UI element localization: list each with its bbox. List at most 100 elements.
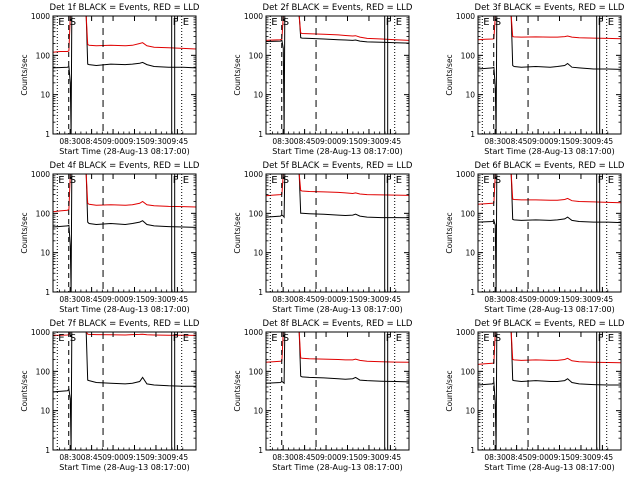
y-tick-label: 10 xyxy=(465,249,475,258)
plot-frame xyxy=(52,331,197,451)
y-tick-label: 1000 xyxy=(456,170,475,179)
y-axis-label: Counts/sec xyxy=(233,54,242,95)
time-marker-label: S xyxy=(283,333,289,344)
time-marker-label: F xyxy=(598,333,604,344)
chart-title: Det 8f BLACK = Events, RED = LLD xyxy=(263,319,413,329)
time-marker-label: F xyxy=(386,17,392,28)
plot-frame xyxy=(477,173,622,293)
time-marker-label: F xyxy=(598,17,604,28)
events-series-line xyxy=(477,173,622,293)
x-tick-label: 08:30 xyxy=(59,453,81,462)
time-marker-label: E xyxy=(271,333,277,344)
plot-frame xyxy=(265,173,410,293)
y-tick-label: 100 xyxy=(249,367,264,376)
x-tick-label: 09:45 xyxy=(167,137,189,146)
x-tick-label: 09:00 xyxy=(527,453,549,462)
x-tick-label: 09:15 xyxy=(549,137,571,146)
plot-frame xyxy=(265,331,410,451)
y-tick-label: 100 xyxy=(461,51,476,60)
x-tick-label: 08:30 xyxy=(484,137,506,146)
time-marker-label: E xyxy=(483,333,489,344)
chart-title: Det 7f BLACK = Events, RED = LLD xyxy=(50,319,200,329)
time-marker-label: E xyxy=(396,17,402,28)
x-tick-label: 09:15 xyxy=(337,295,359,304)
x-tick-label: 09:15 xyxy=(337,137,359,146)
time-marker-label: E xyxy=(271,175,277,186)
time-marker-label: E xyxy=(58,333,64,344)
time-marker-label: E xyxy=(58,17,64,28)
plot-frame xyxy=(265,15,410,135)
y-axis-label: Counts/sec xyxy=(20,54,29,95)
y-tick-label: 1000 xyxy=(31,12,50,21)
y-tick-label: 1 xyxy=(258,288,263,297)
y-axis-label: Counts/sec xyxy=(445,54,454,95)
x-tick-label: 08:30 xyxy=(59,295,81,304)
x-tick-label: 09:30 xyxy=(145,295,167,304)
chart-title: Det 1f BLACK = Events, RED = LLD xyxy=(50,3,200,13)
x-tick-label: 09:00 xyxy=(315,453,337,462)
time-marker-label: S xyxy=(495,175,501,186)
y-tick-label: 1 xyxy=(258,130,263,139)
x-axis-label: Start Time (28-Aug-13 08:17:00) xyxy=(59,147,190,156)
y-tick-label: 1 xyxy=(45,130,50,139)
y-axis-label: Counts/sec xyxy=(445,212,454,253)
time-marker-label: S xyxy=(283,17,289,28)
x-tick-label: 08:45 xyxy=(506,453,528,462)
y-axis-label: Counts/sec xyxy=(233,370,242,411)
x-axis-label: Start Time (28-Aug-13 08:17:00) xyxy=(59,463,190,472)
time-marker-label: E xyxy=(183,333,189,344)
y-tick-label: 10 xyxy=(465,407,475,416)
x-tick-label: 08:45 xyxy=(81,453,103,462)
x-tick-label: 09:45 xyxy=(380,453,402,462)
chart-title: Det 2f BLACK = Events, RED = LLD xyxy=(263,3,413,13)
time-marker-label: E xyxy=(396,333,402,344)
y-tick-label: 1 xyxy=(258,446,263,455)
x-tick-label: 09:00 xyxy=(102,453,124,462)
x-axis-label: Start Time (28-Aug-13 08:17:00) xyxy=(272,463,403,472)
x-tick-label: 08:45 xyxy=(294,295,316,304)
y-tick-label: 1 xyxy=(45,288,50,297)
x-tick-label: 08:30 xyxy=(272,453,294,462)
y-tick-label: 1 xyxy=(470,288,475,297)
y-axis-label: Counts/sec xyxy=(20,370,29,411)
x-tick-label: 08:30 xyxy=(59,137,81,146)
y-tick-label: 100 xyxy=(36,51,51,60)
plot-frame xyxy=(52,173,197,293)
x-tick-label: 09:45 xyxy=(380,295,402,304)
x-tick-label: 09:45 xyxy=(380,137,402,146)
x-tick-label: 09:30 xyxy=(358,295,380,304)
x-tick-label: 09:15 xyxy=(549,295,571,304)
x-tick-label: 09:00 xyxy=(102,295,124,304)
x-tick-label: 08:45 xyxy=(294,453,316,462)
y-tick-label: 10 xyxy=(253,407,263,416)
time-marker-label: E xyxy=(608,17,614,28)
chart-title: Det 5f BLACK = Events, RED = LLD xyxy=(263,161,413,171)
y-tick-label: 1 xyxy=(45,446,50,455)
x-tick-label: 08:30 xyxy=(272,137,294,146)
y-tick-label: 1000 xyxy=(244,328,263,337)
time-marker-label: F xyxy=(598,175,604,186)
x-tick-label: 08:45 xyxy=(506,295,528,304)
time-marker-label: S xyxy=(70,333,76,344)
chart-title: Det 9f BLACK = Events, RED = LLD xyxy=(475,319,625,329)
time-marker-label: E xyxy=(183,175,189,186)
plot-frame xyxy=(477,331,622,451)
x-tick-label: 09:15 xyxy=(124,137,146,146)
x-axis-label: Start Time (28-Aug-13 08:17:00) xyxy=(484,463,615,472)
x-tick-label: 08:45 xyxy=(506,137,528,146)
time-marker-label: S xyxy=(283,175,289,186)
plot-frame xyxy=(52,15,197,135)
y-tick-label: 10 xyxy=(40,249,50,258)
time-marker-label: E xyxy=(608,175,614,186)
y-tick-label: 10 xyxy=(40,407,50,416)
y-tick-label: 100 xyxy=(461,209,476,218)
chart-title: Det 6f BLACK = Events, RED = LLD xyxy=(475,161,625,171)
time-marker-label: F xyxy=(386,175,392,186)
y-tick-label: 1000 xyxy=(456,12,475,21)
